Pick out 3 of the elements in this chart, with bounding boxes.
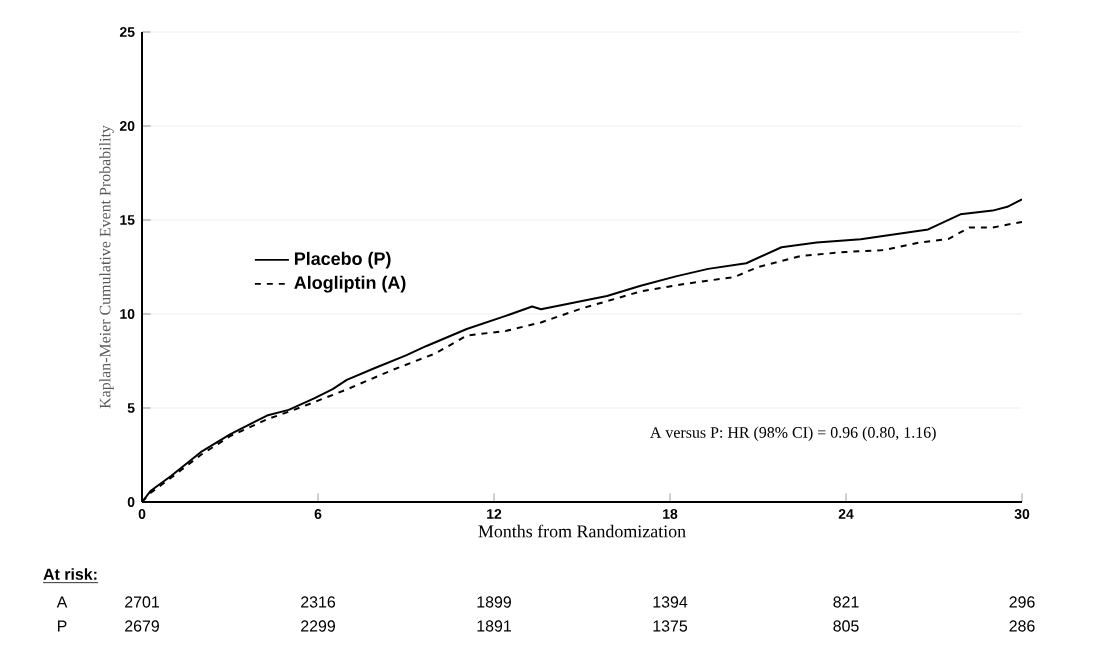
legend-label: Alogliptin (A) <box>294 275 406 293</box>
x-axis-title: Months from Randomization <box>478 524 686 538</box>
legend-label: Placebo (P) <box>294 251 391 269</box>
